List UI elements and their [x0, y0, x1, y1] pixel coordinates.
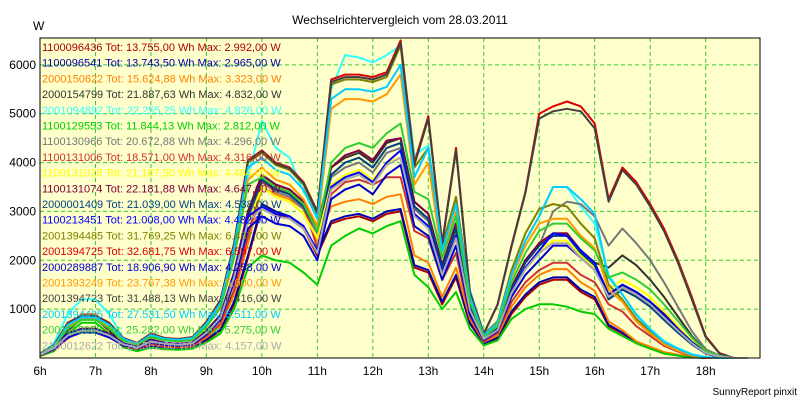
x-tick-label: 13h — [418, 364, 438, 378]
y-tick-label: 2000 — [9, 253, 36, 267]
plot-frame — [39, 37, 761, 359]
legend-entry: 2000001409 Tot: 21.039,00 Wh Max: 4.538,… — [42, 199, 282, 211]
legend-entry: 1100096541 Tot: 13.743,50 Wh Max: 2.965,… — [42, 58, 281, 70]
y-tick-label: 3000 — [9, 204, 36, 218]
legend: 1100096436 Tot: 13.755,00 Wh Max: 2.992,… — [42, 42, 282, 352]
y-tick-label: 6000 — [9, 58, 36, 72]
x-tick-label: 12h — [363, 364, 383, 378]
x-tick-label: 14h — [474, 364, 494, 378]
legend-entry: 1100096436 Tot: 13.755,00 Wh Max: 2.992,… — [42, 42, 281, 54]
plot-background — [40, 38, 760, 358]
series-lines — [39, 39, 748, 359]
series-line — [39, 176, 748, 359]
x-tick-label: 18h — [696, 364, 716, 378]
legend-entry: 2100012622 Tot: 20.562,00 Wh Max: 4.157,… — [42, 340, 282, 352]
series-line — [39, 220, 748, 359]
legend-entry: 2001394725 Tot: 32.681,75 Wh Max: 6.597,… — [42, 246, 282, 258]
legend-entry: 2000154799 Tot: 21.887,63 Wh Max: 4.832,… — [42, 89, 282, 101]
x-tick-label: 11h — [308, 364, 327, 378]
legend-entry: 1100213451 Tot: 21.008,00 Wh Max: 4.482,… — [42, 215, 281, 227]
legend-entry: 1100131074 Tot: 22.181,88 Wh Max: 4.647,… — [42, 183, 281, 195]
x-tick-label: 10h — [252, 364, 272, 378]
x-tick-label: 15h — [529, 364, 549, 378]
footer-credit: SunnyReport pinxit — [713, 387, 798, 398]
x-tick-label: 7h — [89, 364, 102, 378]
legend-entry: 1100130966 Tot: 20.672,88 Wh Max: 4.296,… — [42, 136, 281, 148]
legend-entry: 2000289887 Tot: 18.906,90 Wh Max: 4.258,… — [42, 262, 282, 274]
legend-entry: 2001393249 Tot: 23.767,38 Wh Max: 5.000,… — [42, 278, 282, 290]
legend-entry: 2001394485 Tot: 31.769,25 Wh Max: 6.497,… — [42, 230, 282, 242]
x-tick-label: 6h — [33, 364, 46, 378]
legend-entry: 1100129553 Tot: 11.844,13 Wh Max: 2.812,… — [42, 121, 281, 133]
legend-entry: 1100131028 Tot: 21.187,50 Wh Max: 4.484,… — [42, 168, 281, 180]
series-line — [39, 156, 748, 359]
y-tick-label: 4000 — [9, 156, 36, 170]
series-line — [39, 203, 748, 359]
legend-entry: 2001394495 Tot: 27.531,50 Wh Max: 5.511,… — [42, 309, 281, 321]
y-axis-label: W — [33, 19, 45, 33]
series-line — [39, 122, 748, 359]
x-tick-label: 9h — [200, 364, 213, 378]
series-line — [39, 63, 748, 359]
x-tick-label: 8h — [144, 364, 157, 378]
x-tick-label: 16h — [585, 364, 605, 378]
y-axis-ticks: 1000 2000 3000 4000 5000 6000 — [9, 58, 36, 316]
y-tick-label: 5000 — [9, 107, 36, 121]
legend-entry: 1100131006 Tot: 18.571,00 Wh Max: 4.316,… — [42, 152, 281, 164]
y-tick-label: 1000 — [9, 302, 36, 316]
legend-entry: 2001094892 Tot: 22.255,25 Wh Max: 4.826,… — [42, 105, 282, 117]
x-axis-ticks: 6h 7h 8h 9h 10h 11h 12h 13h 14h 15h 16h 17h 18h — [33, 364, 715, 378]
x-tick-label: 17h — [640, 364, 660, 378]
chart-title: Wechselrichtervergleich vom 28.03.2011 — [292, 13, 508, 27]
legend-entry: 2000150622 Tot: 15.624,88 Wh Max: 3.323,… — [42, 73, 282, 85]
legend-entry: 2001102955 Tot: 25.282,00 Wh Max: 5.275,… — [42, 325, 281, 337]
legend-entry: 2001394723 Tot: 31.488,13 Wh Max: 6.416,… — [42, 293, 282, 305]
